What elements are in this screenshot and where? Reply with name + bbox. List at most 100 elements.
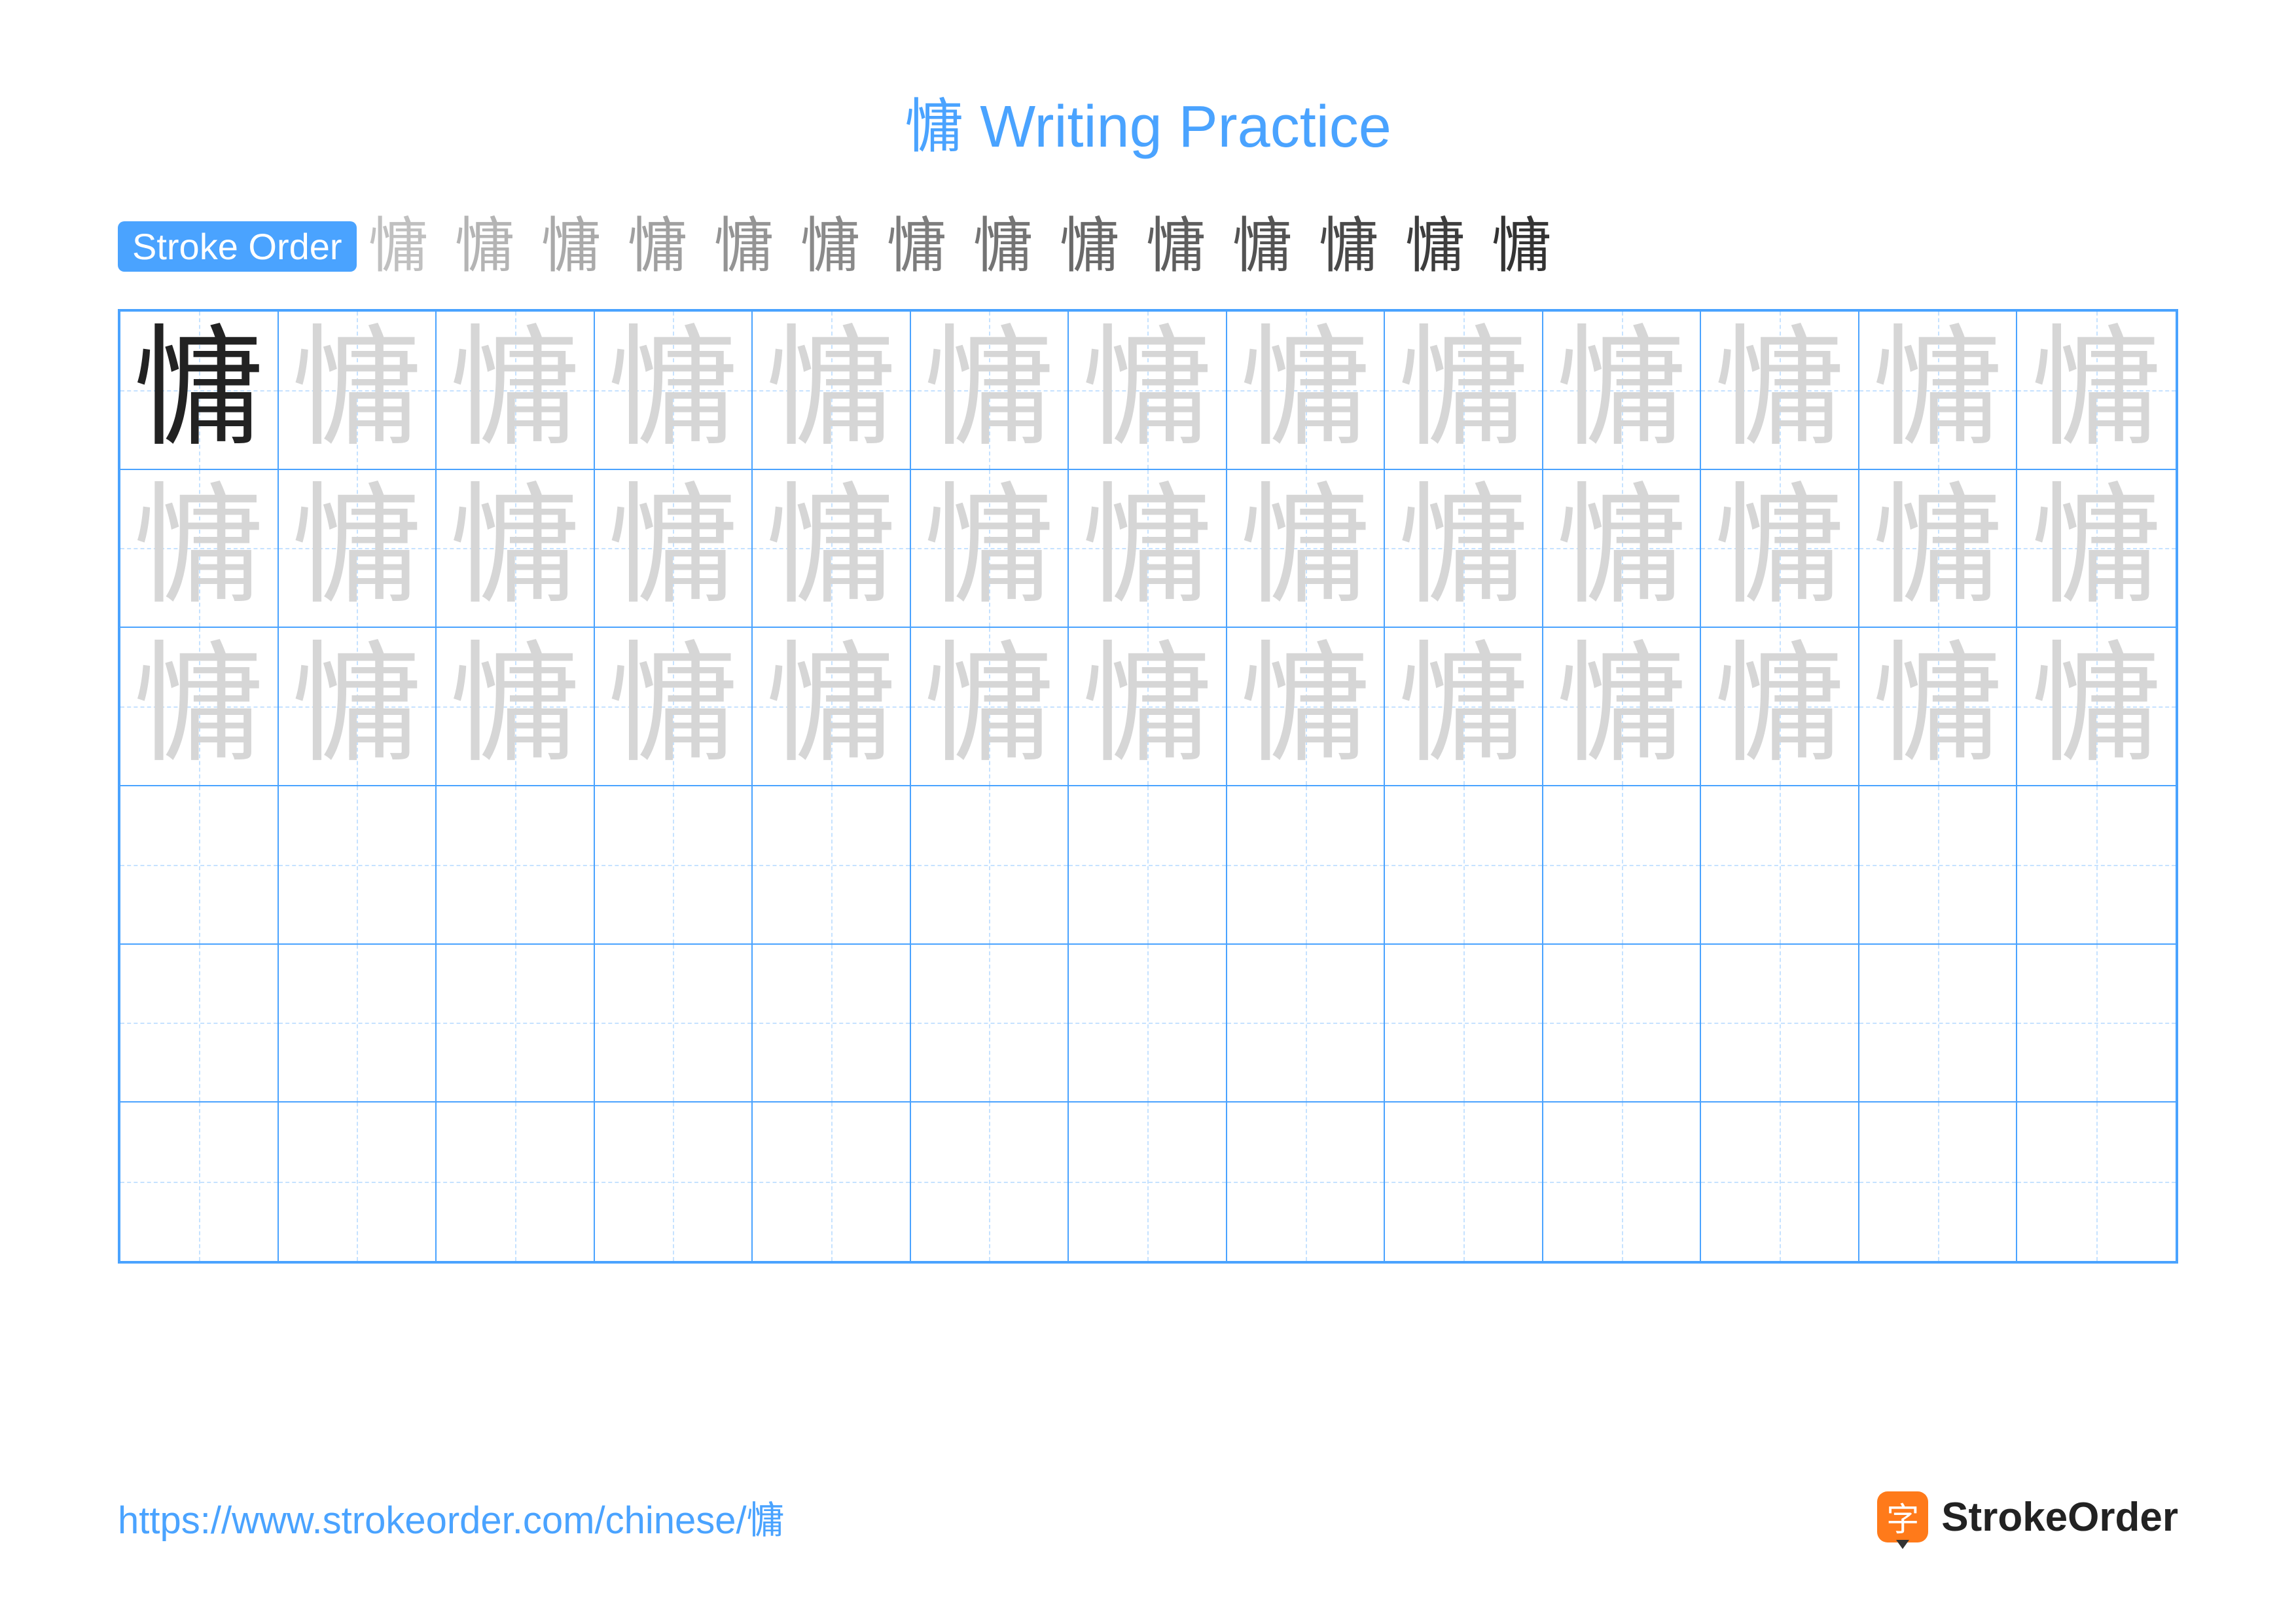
grid-cell: 慵: [279, 470, 437, 629]
grid-cell: 慵: [1385, 628, 1543, 786]
grid-cell: [437, 786, 595, 945]
page-title: 慵 Writing Practice: [118, 79, 2178, 164]
trace-character: 慵: [924, 641, 1054, 772]
trace-character: 慵: [1714, 483, 1845, 613]
trace-character: 慵: [1398, 325, 1529, 456]
trace-character: 慵: [607, 641, 738, 772]
grid-cell: 慵: [437, 470, 595, 629]
grid-cell: [2017, 786, 2176, 945]
grid-cell: 慵: [1543, 312, 1702, 470]
trace-character: 慵: [291, 641, 422, 772]
brand-name: StrokeOrder: [1941, 1494, 2178, 1541]
grid-cell: [1069, 1103, 1227, 1261]
grid-cell: 慵: [437, 312, 595, 470]
trace-character: 慵: [924, 325, 1054, 456]
grid-cell: 慵: [595, 470, 753, 629]
stroke-step: 慵: [1232, 216, 1293, 276]
trace-character: 慵: [1082, 641, 1213, 772]
grid-cell: [911, 1103, 1069, 1261]
grid-cell: [595, 786, 753, 945]
grid-cell: 慵: [753, 470, 911, 629]
trace-character: 慵: [766, 483, 897, 613]
stroke-step: 慵: [541, 216, 601, 276]
trace-character: 慵: [924, 483, 1054, 613]
grid-cell: [279, 945, 437, 1103]
trace-character: 慵: [2031, 325, 2162, 456]
model-character: 慵: [134, 325, 264, 456]
trace-character: 慵: [607, 483, 738, 613]
grid-cell: [1701, 786, 1859, 945]
grid-cell: [1227, 1103, 1386, 1261]
grid-cell: 慵: [1543, 628, 1702, 786]
grid-cell: [595, 1103, 753, 1261]
stroke-order-steps: 慵慵慵慵慵慵慵慵慵慵慵慵慵慵: [368, 216, 1552, 276]
grid-cell: 慵: [279, 312, 437, 470]
trace-character: 慵: [134, 483, 264, 613]
grid-cell: [1701, 1103, 1859, 1261]
grid-cell: 慵: [753, 628, 911, 786]
trace-character: 慵: [2031, 641, 2162, 772]
grid-cell: [911, 786, 1069, 945]
grid-cell: [1859, 1103, 2018, 1261]
trace-character: 慵: [1556, 325, 1687, 456]
stroke-step: 慵: [1405, 216, 1465, 276]
grid-cell: [595, 945, 753, 1103]
trace-character: 慵: [1082, 483, 1213, 613]
grid-cell: 慵: [2017, 312, 2176, 470]
trace-character: 慵: [1240, 641, 1371, 772]
trace-character: 慵: [450, 325, 581, 456]
grid-cell: [753, 1103, 911, 1261]
stroke-order-row: Stroke Order 慵慵慵慵慵慵慵慵慵慵慵慵慵慵: [118, 216, 2178, 276]
grid-cell: 慵: [1385, 470, 1543, 629]
trace-character: 慵: [134, 641, 264, 772]
trace-character: 慵: [1873, 325, 2003, 456]
source-url: https://www.strokeorder.com/chinese/慵: [118, 1489, 785, 1544]
grid-cell: [1227, 786, 1386, 945]
grid-cell: [120, 786, 279, 945]
stroke-step: 慵: [887, 216, 947, 276]
grid-cell: 慵: [2017, 628, 2176, 786]
stroke-step: 慵: [455, 216, 515, 276]
grid-cell: 慵: [1859, 312, 2018, 470]
trace-character: 慵: [766, 325, 897, 456]
grid-cell: [1069, 945, 1227, 1103]
grid-cell: [753, 786, 911, 945]
grid-cell: 慵: [1385, 312, 1543, 470]
trace-character: 慵: [1398, 641, 1529, 772]
grid-cell: [120, 1103, 279, 1261]
trace-character: 慵: [450, 483, 581, 613]
grid-cell: 慵: [911, 312, 1069, 470]
stroke-step: 慵: [1060, 216, 1120, 276]
grid-cell: 慵: [1859, 470, 2018, 629]
stroke-step: 慵: [1492, 216, 1552, 276]
trace-character: 慵: [291, 483, 422, 613]
trace-character: 慵: [1873, 483, 2003, 613]
grid-cell: 慵: [753, 312, 911, 470]
practice-grid: 慵慵慵慵慵慵慵慵慵慵慵慵慵慵慵慵慵慵慵慵慵慵慵慵慵慵慵慵慵慵慵慵慵慵慵慵慵慵慵: [118, 309, 2178, 1264]
grid-cell: [1385, 786, 1543, 945]
stroke-step: 慵: [1319, 216, 1379, 276]
grid-cell: 慵: [437, 628, 595, 786]
footer: https://www.strokeorder.com/chinese/慵 字 …: [118, 1489, 2178, 1544]
stroke-order-badge: Stroke Order: [118, 221, 357, 272]
grid-cell: 慵: [595, 628, 753, 786]
brand: 字 StrokeOrder: [1877, 1491, 2178, 1542]
grid-cell: 慵: [911, 628, 1069, 786]
grid-cell: [1543, 786, 1702, 945]
grid-cell: [1701, 945, 1859, 1103]
grid-cell: [120, 945, 279, 1103]
grid-cell: 慵: [120, 628, 279, 786]
trace-character: 慵: [607, 325, 738, 456]
grid-cell: 慵: [1701, 628, 1859, 786]
trace-character: 慵: [450, 641, 581, 772]
grid-cell: 慵: [2017, 470, 2176, 629]
trace-character: 慵: [291, 325, 422, 456]
grid-cell: [911, 945, 1069, 1103]
trace-character: 慵: [1714, 641, 1845, 772]
grid-cell: 慵: [595, 312, 753, 470]
stroke-step: 慵: [800, 216, 861, 276]
grid-cell: [2017, 945, 2176, 1103]
grid-cell: [279, 1103, 437, 1261]
grid-cell: [1227, 945, 1386, 1103]
grid-cell: 慵: [1701, 312, 1859, 470]
